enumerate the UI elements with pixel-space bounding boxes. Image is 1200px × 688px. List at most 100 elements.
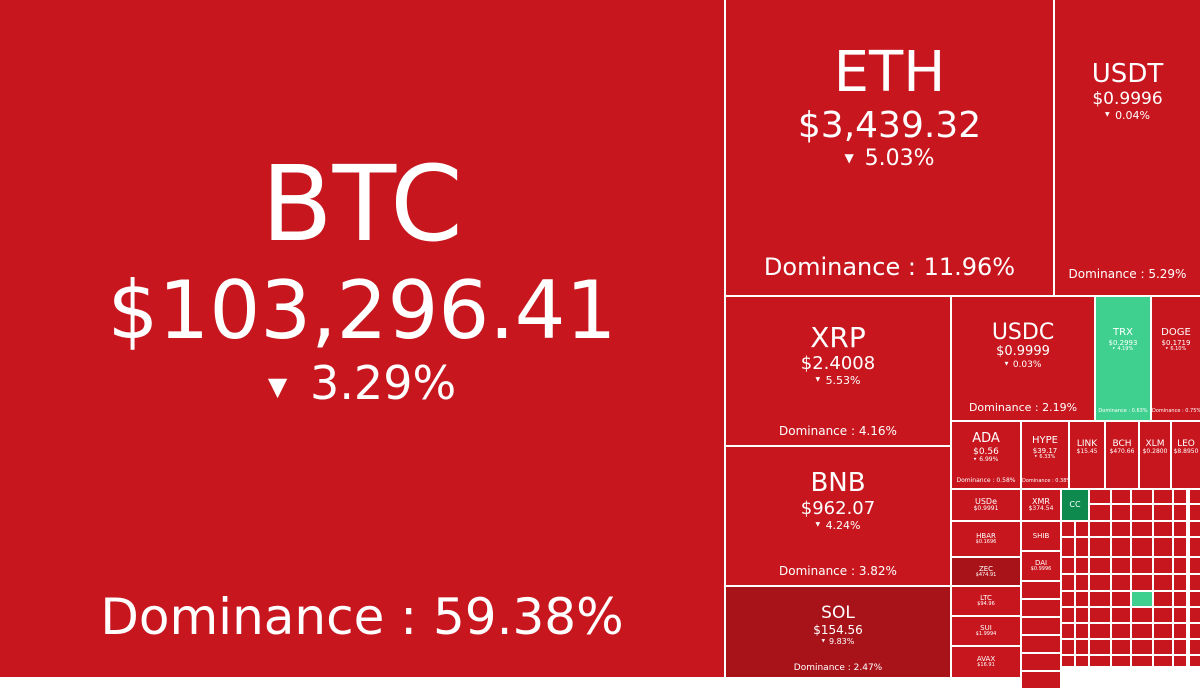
- coin-name: XMR: [1032, 496, 1050, 506]
- small-tile: [1022, 654, 1060, 670]
- small-tile: [1090, 640, 1110, 654]
- small-tile: [1132, 608, 1152, 622]
- small-tile: [1154, 575, 1172, 590]
- coin-change: 6.10%: [1170, 345, 1187, 352]
- small-tile: [1154, 592, 1172, 606]
- small-tile: [1174, 640, 1186, 654]
- small-tile: [1174, 624, 1186, 638]
- coin-tile: BNB $962.07 ▼ 4.24% Dominance : 3.82%: [726, 447, 950, 585]
- small-tile: [1090, 608, 1110, 622]
- coin-name: LEO: [1177, 439, 1195, 450]
- coin-tile: XLM $0.2800: [1140, 422, 1170, 488]
- change-row: ▼ 4.24%: [815, 519, 860, 533]
- coin-name: XRP: [810, 320, 866, 354]
- tile-main: USDT $0.9996 ▼ 0.04%: [1055, 0, 1200, 183]
- small-tile: [1132, 656, 1152, 666]
- coin-tile: AVAX $16.91: [952, 647, 1020, 677]
- small-tile: [1112, 624, 1130, 638]
- coin-tile: BCH $470.66: [1106, 422, 1138, 488]
- coin-tile: HYPE $39.17 ▼ 6.33% Dominance : 0.38%: [1022, 422, 1068, 488]
- small-tile: [1076, 608, 1088, 622]
- small-tile: [1190, 624, 1200, 638]
- coin-change: 4.19%: [1117, 345, 1134, 352]
- down-arrow: ▼: [1165, 345, 1168, 350]
- coin-change: 3.29%: [310, 355, 457, 410]
- tile-main: BNB $962.07 ▼ 4.24%: [726, 447, 950, 555]
- coin-tile: BTC $103,296.41 ▼ 3.29% Dominance : 59.38%: [0, 0, 724, 677]
- coin-price: $2.4008: [800, 353, 876, 375]
- tile-main: USDC $0.9999 ▼ 0.03%: [952, 297, 1094, 393]
- small-tile: [1132, 592, 1152, 606]
- tile-main: XRP $2.4008 ▼ 5.53%: [726, 297, 950, 412]
- small-tile: [1174, 656, 1186, 666]
- tile-main: HBAR $0.1696: [952, 522, 1020, 556]
- tile-main: TRX $0.2993 ▼ 4.19%: [1096, 297, 1150, 383]
- small-tile: [1154, 505, 1172, 520]
- coin-change: 5.53%: [825, 373, 861, 387]
- small-tile: [1062, 656, 1074, 666]
- tile-main: ETH $3,439.32 ▼ 5.03%: [726, 0, 1053, 212]
- tile-main: AVAX $16.91: [952, 647, 1020, 677]
- small-tile: [1062, 592, 1074, 606]
- coin-name: HYPE: [1032, 435, 1058, 447]
- small-tile: [1174, 575, 1186, 590]
- small-tile: [1190, 505, 1200, 520]
- small-tile: [1076, 624, 1088, 638]
- coin-tile: ZEC $474.91: [952, 558, 1020, 585]
- small-tile: [1062, 575, 1074, 590]
- small-tile: [1076, 640, 1088, 654]
- coin-change: 0.03%: [1012, 359, 1042, 370]
- coin-price: $1.9994: [975, 631, 997, 638]
- down-arrow: ▼: [815, 521, 821, 529]
- coin-tile: USDT $0.9996 ▼ 0.04% Dominance : 5.29%: [1055, 0, 1200, 295]
- down-arrow: ▼: [1112, 345, 1115, 350]
- small-tile: [1076, 575, 1088, 590]
- coin-tile: SHIB: [1022, 522, 1060, 550]
- coin-price: $0.2800: [1142, 448, 1168, 456]
- small-tile: [1154, 558, 1172, 573]
- coin-name: USDC: [991, 319, 1055, 345]
- coin-price: $0.2993: [1108, 338, 1138, 347]
- small-tile: [1112, 505, 1130, 520]
- coin-price: $103,296.41: [107, 263, 617, 357]
- small-tile: [1174, 592, 1186, 606]
- coin-price: $3,439.32: [797, 105, 982, 147]
- coin-tile: USDC $0.9999 ▼ 0.03% Dominance : 2.19%: [952, 297, 1094, 420]
- small-tile: [1132, 505, 1152, 520]
- small-tile: [1190, 608, 1200, 622]
- small-tile: [1076, 592, 1088, 606]
- small-tile: [1090, 538, 1110, 556]
- coin-price: $0.1719: [1161, 338, 1191, 347]
- coin-name: USDT: [1091, 59, 1164, 90]
- coin-tile: SOL $154.56 ▼ 9.83% Dominance : 2.47%: [726, 587, 950, 677]
- coin-price: $15.45: [1076, 448, 1098, 456]
- small-tile: [1090, 505, 1110, 520]
- small-tile: [1174, 558, 1186, 573]
- coin-tile: DAI $0.9996: [1022, 552, 1060, 580]
- small-tile: [1062, 522, 1074, 536]
- small-tile: [1132, 640, 1152, 654]
- change-row: ▼ 3.29%: [268, 357, 456, 410]
- coin-price: $154.56: [813, 622, 863, 637]
- coin-tile: CC: [1062, 490, 1088, 520]
- tile-main: LEO $8.8950: [1172, 422, 1200, 473]
- small-tile: [1112, 640, 1130, 654]
- change-row: ▼ 4.19%: [1112, 345, 1134, 353]
- change-row: ▼ 5.03%: [844, 146, 934, 171]
- coin-tile: HBAR $0.1696: [952, 522, 1020, 556]
- small-tile: [1112, 558, 1130, 573]
- coin-tile: TRX $0.2993 ▼ 4.19% Dominance : 0.63%: [1096, 297, 1150, 420]
- coin-tile: LTC $94.96: [952, 587, 1020, 615]
- small-tile: [1132, 624, 1152, 638]
- coin-dominance: Dominance : 5.29%: [1068, 266, 1187, 281]
- coin-dominance: Dominance : 0.75%: [1152, 407, 1200, 414]
- small-tile: [1062, 640, 1074, 654]
- tile-main: XLM $0.2800: [1140, 422, 1170, 473]
- small-tile: [1154, 490, 1172, 503]
- tile-main: XMR $374.54: [1022, 490, 1060, 520]
- coin-change: 0.04%: [1115, 108, 1151, 122]
- coin-name: LTC: [980, 594, 992, 603]
- coin-name: CC: [1069, 500, 1081, 510]
- down-arrow: ▼: [821, 639, 825, 645]
- tile-main: SUI $1.9994: [952, 617, 1020, 645]
